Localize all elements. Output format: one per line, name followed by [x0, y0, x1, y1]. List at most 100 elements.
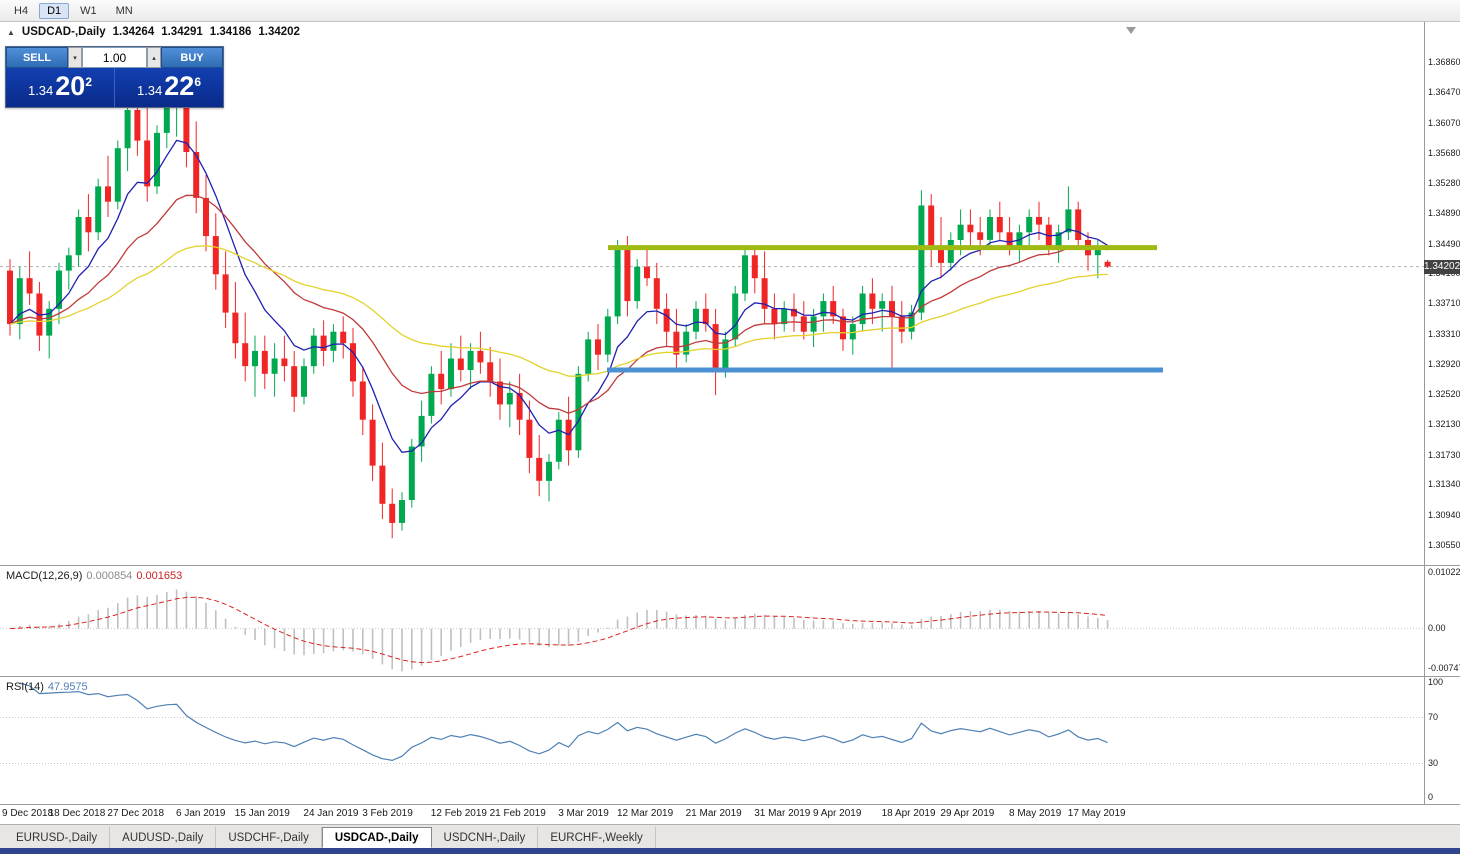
ohlc-high: 1.34291	[161, 26, 203, 38]
time-axis-label: 27 Dec 2018	[107, 808, 165, 819]
time-axis-label: 21 Feb 2019	[489, 808, 546, 819]
time-axis-label: 15 Jan 2019	[234, 808, 290, 819]
current-price-label: 1.34202	[1424, 259, 1460, 274]
rsi-panel[interactable]	[0, 677, 1424, 804]
chart-tab-usdcnh[interactable]: USDCNH-,Daily	[432, 827, 539, 848]
axis-separator	[1424, 22, 1425, 824]
volume-input[interactable]	[82, 47, 147, 68]
chart-tabs-bar: EURUSD-,Daily AUDUSD-,Daily USDCHF-,Daily U…	[0, 824, 1460, 848]
price-axis-label: 1.31730	[1428, 449, 1460, 460]
panel-divider[interactable]	[0, 565, 1460, 566]
timeframe-button-mn[interactable]: MN	[115, 4, 133, 17]
chart-header: ▲ USDCAD-,Daily 1.34264 1.34291 1.34186 …	[7, 26, 300, 38]
timeframe-toolbar: H4 D1 W1 MN	[0, 0, 1460, 22]
price-axis-label: 1.33310	[1428, 328, 1460, 339]
price-axis-label: 1.32920	[1428, 358, 1460, 369]
price-axis[interactable]: 1.36860 1.36470 1.36070 1.35680 1.35280 1.348…	[1426, 22, 1460, 565]
volume-decrease-button[interactable]: ▾	[68, 47, 82, 68]
price-axis-label: 1.36070	[1428, 117, 1460, 128]
chart-window: ▲ USDCAD-,Daily 1.34264 1.34291 1.34186 …	[0, 22, 1460, 824]
buy-price-display[interactable]: 1.34 22 6	[114, 68, 223, 107]
time-axis-label: 18 Dec 2018	[48, 808, 106, 819]
rsi-axis-label: 0	[1428, 792, 1434, 802]
volume-increase-button[interactable]: ▴	[147, 47, 161, 68]
macd-axis-label: -0.007477	[1428, 663, 1460, 673]
price-axis-label: 1.33710	[1428, 298, 1460, 309]
price-axis-label: 1.34490	[1428, 238, 1460, 249]
rsi-value: 47.9575	[47, 681, 88, 693]
macd-axis-label: 0.00	[1428, 622, 1446, 633]
time-axis-label: 24 Jan 2019	[303, 808, 359, 819]
time-axis-label: 8 May 2019	[1009, 808, 1062, 819]
macd-signal-value: 0.001653	[136, 570, 183, 582]
buy-button[interactable]: BUY	[161, 47, 223, 68]
sell-price-frac: 2	[85, 75, 93, 89]
moving-average-line	[9, 245, 1108, 377]
price-axis-label: 1.32520	[1428, 389, 1460, 400]
rsi-name: RSI(14)	[6, 681, 44, 693]
time-axis-label: 17 May 2019	[1067, 808, 1126, 819]
macd-axis-label: 0.010229	[1428, 567, 1460, 577]
time-axis-label: 9 Apr 2019	[813, 808, 862, 819]
macd-signal-line	[9, 596, 1108, 664]
chart-tab-usdchf[interactable]: USDCHF-,Daily	[216, 827, 322, 848]
macd-name: MACD(12,26,9)	[6, 570, 83, 582]
candlesticks	[7, 80, 1111, 539]
time-axis-label: 18 Apr 2019	[881, 808, 936, 819]
price-axis-label: 1.30940	[1428, 510, 1460, 521]
chart-shift-marker-icon[interactable]	[1126, 27, 1136, 34]
time-axis-label: 12 Mar 2019	[617, 808, 674, 819]
price-axis-label: 1.35280	[1428, 178, 1460, 189]
sell-price-pips: 20	[55, 71, 86, 101]
price-axis-label: 1.31340	[1428, 479, 1460, 490]
timeframe-button-w1[interactable]: W1	[80, 4, 97, 17]
collapse-trade-panel-icon[interactable]: ▲	[7, 27, 15, 37]
rsi-axis-label: 70	[1428, 711, 1439, 722]
time-axis-label: 21 Mar 2019	[685, 808, 742, 819]
one-click-trading-panel: SELL ▾ ▴ BUY 1.34 20 2 1.34 22 6	[5, 46, 224, 108]
chart-tab-eurchf[interactable]: EURCHF-,Weekly	[538, 827, 656, 848]
time-axis-label: 6 Jan 2019	[176, 808, 226, 819]
panel-divider[interactable]	[0, 804, 1460, 805]
timeframe-button-d1[interactable]: D1	[39, 2, 70, 19]
panel-divider[interactable]	[0, 676, 1460, 677]
status-strip	[0, 848, 1460, 854]
sell-price-display[interactable]: 1.34 20 2	[6, 68, 114, 107]
macd-indicator-label: MACD(12,26,9) 0.000854 0.001653	[6, 570, 182, 582]
buy-price-frac: 6	[194, 75, 202, 89]
time-axis-label: 3 Mar 2019	[558, 808, 609, 819]
time-axis-label: 31 Mar 2019	[754, 808, 811, 819]
time-axis-label: 12 Feb 2019	[430, 808, 487, 819]
rsi-indicator-label: RSI(14) 47.9575	[6, 681, 88, 693]
price-axis-label: 1.35680	[1428, 147, 1460, 158]
price-axis-label: 1.34890	[1428, 207, 1460, 218]
macd-axis: 0.010229 0.00 -0.007477	[1426, 566, 1460, 676]
chart-symbol-label: USDCAD-,Daily	[21, 26, 106, 38]
time-axis-label: 9 Dec 2018	[2, 808, 54, 819]
moving-average-line	[9, 194, 1108, 414]
time-axis-label: 3 Feb 2019	[362, 808, 413, 819]
buy-price-pips: 22	[164, 71, 195, 101]
ohlc-open: 1.34264	[112, 26, 155, 38]
macd-histogram	[18, 589, 1109, 672]
price-axis-label: 1.32130	[1428, 419, 1460, 430]
chart-tab-audusd[interactable]: AUDUSD-,Daily	[110, 827, 217, 848]
sell-button[interactable]: SELL	[6, 47, 68, 68]
price-axis-label: 1.30550	[1428, 539, 1460, 550]
price-axis-label: 1.36470	[1428, 87, 1460, 98]
time-axis-label: 29 Apr 2019	[940, 808, 995, 819]
time-axis[interactable]: 9 Dec 2018 18 Dec 2018 27 Dec 2018 6 Jan 20…	[0, 805, 1460, 824]
buy-price-prefix: 1.34	[136, 83, 163, 98]
rsi-axis-label: 30	[1428, 757, 1439, 768]
rsi-axis-label: 100	[1428, 677, 1444, 687]
macd-panel[interactable]	[0, 566, 1424, 676]
chart-tab-usdcad[interactable]: USDCAD-,Daily	[321, 827, 432, 848]
rsi-axis: 100 70 30 0	[1426, 677, 1460, 804]
timeframe-button-h4[interactable]: H4	[14, 4, 29, 17]
rsi-line	[19, 682, 1108, 762]
chart-tab-eurusd[interactable]: EURUSD-,Daily	[4, 827, 111, 848]
sell-price-prefix: 1.34	[27, 83, 54, 98]
ohlc-low: 1.34186	[209, 26, 252, 38]
macd-main-value: 0.000854	[86, 570, 133, 582]
